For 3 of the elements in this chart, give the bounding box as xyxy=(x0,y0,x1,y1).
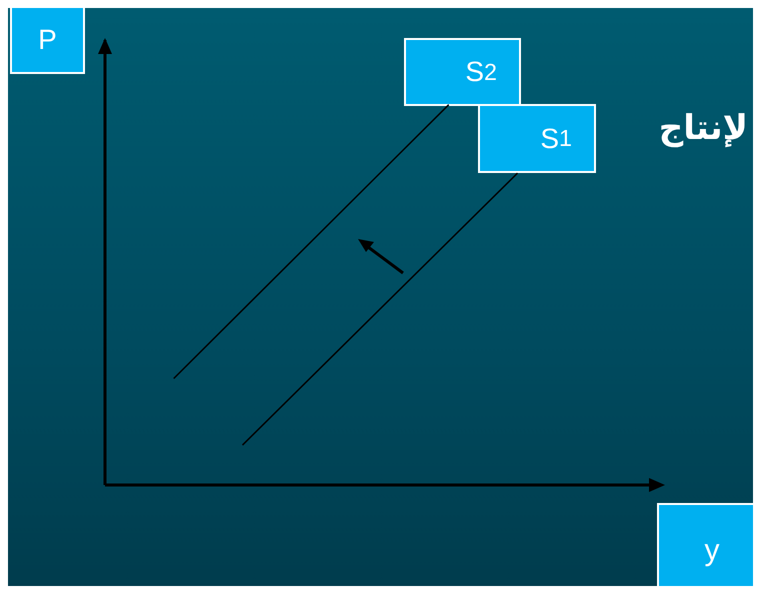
text: P xyxy=(10,5,85,74)
text: y xyxy=(704,532,720,568)
chart-title: لإنتاج xyxy=(658,108,748,148)
